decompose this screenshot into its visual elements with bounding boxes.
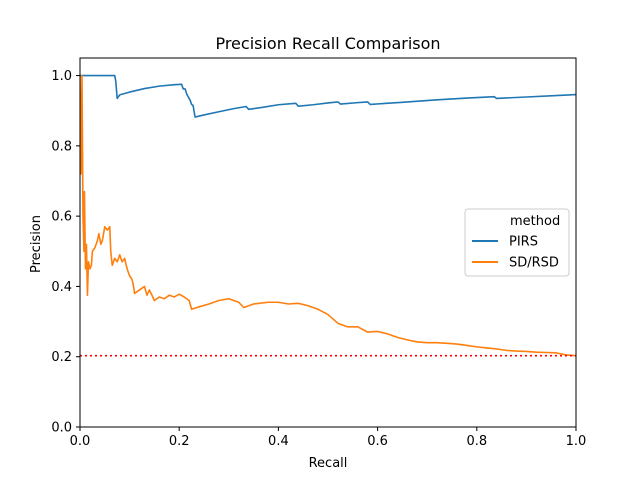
x-tick-label: 0.2: [169, 434, 190, 449]
x-tick-label: 0.8: [466, 434, 487, 449]
plot-area: 0.0 0.2 0.4 0.6 0.8 1.0 0.0 0.2 0.4 0.6 0.8 1.0: [51, 57, 587, 449]
y-tick-label: 0.2: [51, 350, 72, 365]
y-tick-label: 1.0: [51, 69, 72, 84]
x-tick-label: 0.6: [367, 434, 388, 449]
y-tick-label: 0.8: [51, 139, 72, 154]
axes-frame: [79, 57, 577, 428]
y-axis-label: Precision: [29, 215, 44, 273]
x-tick-label: 1.0: [566, 434, 587, 449]
legend-label-sd-rsd: SD/RSD: [509, 256, 559, 271]
series-line-pirs: [80, 74, 576, 118]
series-layer: [80, 74, 576, 357]
legend: method PIRS SD/RSD: [464, 208, 570, 277]
y-tick-label: 0.0: [51, 421, 72, 436]
legend-box: [464, 208, 570, 277]
y-tick-label: 0.4: [51, 280, 72, 295]
x-tick-label: 0.0: [70, 434, 91, 449]
legend-label-pirs: PIRS: [509, 235, 538, 250]
series-line-sd-rsd: [80, 74, 576, 357]
x-tick-label: 0.4: [268, 434, 289, 449]
x-axis-label: Recall: [309, 456, 348, 471]
axes-layer: 0.0 0.2 0.4 0.6 0.8 1.0 0.0 0.2 0.4 0.6 0.8 1.0: [51, 57, 587, 449]
y-tick-label: 0.6: [51, 210, 72, 225]
chart-title: Precision Recall Comparison: [215, 34, 440, 53]
legend-title: method: [510, 214, 560, 229]
